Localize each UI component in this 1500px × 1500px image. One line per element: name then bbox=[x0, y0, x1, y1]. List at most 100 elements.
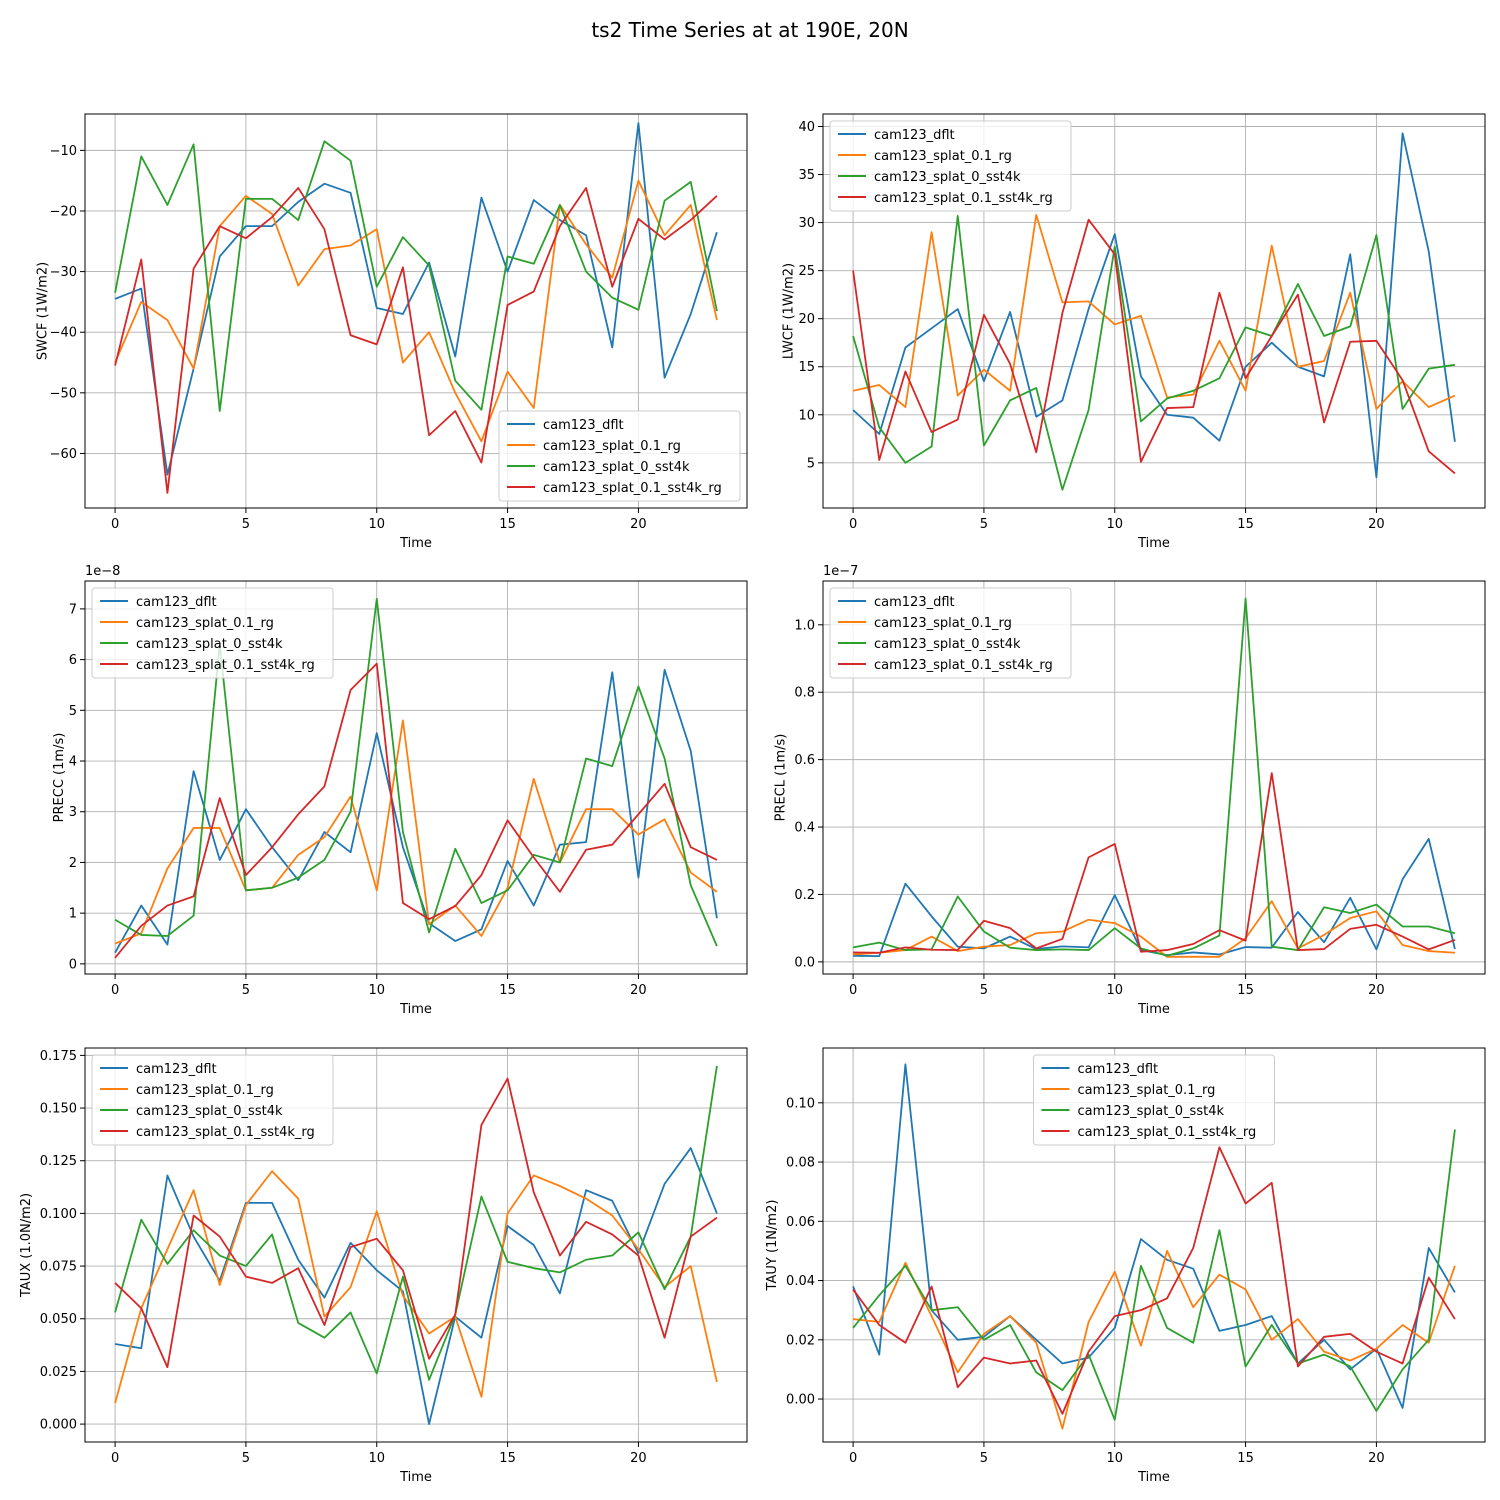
x-tick-label: 10 bbox=[1106, 1451, 1123, 1466]
y-tick-label: 0.08 bbox=[786, 1156, 815, 1171]
y-tick-label: 4 bbox=[69, 755, 77, 770]
x-tick-label: 5 bbox=[242, 983, 250, 998]
x-axis-label: Time bbox=[1137, 1002, 1170, 1017]
series-line-4 bbox=[852, 1146, 1456, 1415]
chart-panel-6: 0 5 10 15 20 0.00 0.02 0.04 0.06 0.08 0.10 Time TAUY… bbox=[765, 1047, 1486, 1485]
legend-label: cam123_splat_0.1_rg bbox=[874, 616, 1012, 631]
y-tick-label: 0.150 bbox=[40, 1102, 77, 1117]
series-line-3 bbox=[852, 214, 1456, 491]
legend-label: cam123_splat_0.1_sst4k_rg bbox=[136, 658, 315, 673]
legend-label: cam123_splat_0.1_rg bbox=[874, 149, 1012, 164]
y-tick-label: −50 bbox=[50, 386, 77, 401]
x-tick-label: 5 bbox=[242, 1451, 250, 1466]
y-tick-label: 10 bbox=[798, 408, 815, 423]
x-tick-label: 10 bbox=[368, 1451, 385, 1466]
x-tick-label: 15 bbox=[499, 517, 516, 532]
series-line-4 bbox=[114, 662, 718, 959]
series-line-1 bbox=[114, 1147, 718, 1425]
legend-box bbox=[829, 587, 1072, 679]
legend-label: cam123_dflt bbox=[543, 418, 624, 433]
series-line-1 bbox=[852, 1063, 1456, 1409]
legend-label: cam123_splat_0.1_sst4k_rg bbox=[1078, 1125, 1257, 1140]
legend-label: cam123_splat_0.1_rg bbox=[1078, 1083, 1216, 1098]
chart-panel-1: 0 5 10 15 20 −60 −50 −40 −30 −20 −10 Time SWCF (1W/m… bbox=[35, 113, 748, 551]
chart-panel-4: 0 5 10 15 20 0.0 0.2 0.4 0.6 0.8 1.0 Time PRECL (1m/… bbox=[773, 564, 1486, 1017]
x-axis-label: Time bbox=[1137, 536, 1170, 551]
legend-box bbox=[498, 410, 741, 502]
y-axis-label: SWCF (1W/m2) bbox=[35, 262, 50, 360]
axis-offset-text: 1e−7 bbox=[823, 564, 858, 579]
y-tick-label: 0.00 bbox=[786, 1393, 815, 1408]
y-tick-label: 0 bbox=[69, 957, 77, 972]
y-tick-label: −20 bbox=[50, 204, 77, 219]
legend-label: cam123_dflt bbox=[874, 128, 955, 143]
legend-label: cam123_splat_0.1_sst4k_rg bbox=[874, 658, 1053, 673]
series-line-4 bbox=[114, 187, 718, 494]
y-tick-label: 0.04 bbox=[786, 1274, 815, 1289]
x-axis-label: Time bbox=[399, 1002, 432, 1017]
legend-box bbox=[829, 120, 1072, 212]
legend-label: cam123_splat_0.1_sst4k_rg bbox=[136, 1125, 315, 1140]
x-axis-label: Time bbox=[399, 536, 432, 551]
legend-label: cam123_dflt bbox=[874, 595, 955, 610]
plot-frame bbox=[822, 113, 1486, 509]
series-line-4 bbox=[852, 218, 1456, 475]
legend: cam123_dflt cam123_splat_0.1_rg cam123_spl… bbox=[91, 587, 334, 679]
y-tick-label: −60 bbox=[50, 447, 77, 462]
y-axis-label: PRECL (1m/s) bbox=[773, 734, 788, 822]
y-tick-label: −40 bbox=[50, 326, 77, 341]
x-tick-label: 20 bbox=[1368, 1451, 1385, 1466]
legend-box bbox=[1033, 1054, 1275, 1146]
plot-frame bbox=[84, 580, 748, 975]
x-tick-label: 0 bbox=[849, 983, 857, 998]
x-tick-label: 0 bbox=[111, 517, 119, 532]
y-tick-label: 0.175 bbox=[40, 1049, 77, 1064]
y-tick-label: 0.100 bbox=[40, 1207, 77, 1222]
series-line-3 bbox=[114, 597, 718, 947]
x-tick-label: 20 bbox=[630, 517, 647, 532]
legend-label: cam123_dflt bbox=[136, 1062, 217, 1077]
series-line-3 bbox=[852, 597, 1456, 957]
chart-panel-3: 0 5 10 15 20 0 1 2 3 4 5 6 7 Time PRECC (1m/s) 1e−8 cam1… bbox=[52, 564, 748, 1017]
legend: cam123_dflt cam123_splat_0.1_rg cam123_spl… bbox=[1033, 1054, 1275, 1146]
chart-panel-5: 0 5 10 15 20 0.000 0.025 0.050 0.075 0.100 0.125 0.… bbox=[19, 1047, 748, 1485]
y-tick-label: 0.8 bbox=[794, 686, 815, 701]
legend: cam123_dflt cam123_splat_0.1_rg cam123_spl… bbox=[829, 587, 1072, 679]
legend-label: cam123_splat_0_sst4k bbox=[543, 460, 690, 475]
y-tick-label: 25 bbox=[798, 264, 815, 279]
legend-label: cam123_dflt bbox=[1078, 1062, 1159, 1077]
x-axis-label: Time bbox=[1137, 1470, 1170, 1485]
legend-label: cam123_splat_0_sst4k bbox=[136, 1104, 283, 1119]
plot-frame bbox=[822, 580, 1486, 975]
x-tick-label: 0 bbox=[849, 1451, 857, 1466]
y-tick-label: 2 bbox=[69, 856, 77, 871]
y-tick-label: 1 bbox=[69, 907, 77, 922]
y-tick-label: −10 bbox=[50, 144, 77, 159]
x-tick-label: 0 bbox=[111, 983, 119, 998]
series-line-2 bbox=[853, 900, 1455, 958]
y-tick-label: 6 bbox=[69, 653, 77, 668]
legend-label: cam123_splat_0.1_rg bbox=[136, 616, 274, 631]
series-line-1 bbox=[114, 122, 718, 476]
legend: cam123_dflt cam123_splat_0.1_rg cam123_spl… bbox=[498, 410, 741, 502]
legend-label: cam123_splat_0_sst4k bbox=[1078, 1104, 1225, 1119]
y-tick-label: 30 bbox=[798, 216, 815, 231]
series-line-3 bbox=[114, 140, 718, 412]
series-line-2 bbox=[114, 719, 718, 945]
legend-label: cam123_splat_0.1_rg bbox=[543, 439, 681, 454]
y-tick-label: 0.0 bbox=[794, 955, 815, 970]
legend-label: cam123_dflt bbox=[136, 595, 217, 610]
y-axis-label: TAUX (1.0N/m2) bbox=[19, 1193, 34, 1298]
legend-box bbox=[91, 1054, 334, 1146]
y-tick-label: 0.050 bbox=[40, 1312, 77, 1327]
series-line-1 bbox=[852, 132, 1456, 479]
x-tick-label: 20 bbox=[630, 983, 647, 998]
y-tick-label: 5 bbox=[69, 704, 77, 719]
y-axis-label: TAUY (1N/m2) bbox=[765, 1200, 780, 1292]
figure-title: ts2 Time Series at at 190E, 20N bbox=[591, 18, 908, 42]
legend: cam123_dflt cam123_splat_0.1_rg cam123_spl… bbox=[91, 1054, 334, 1146]
x-tick-label: 0 bbox=[111, 1451, 119, 1466]
series-line-3 bbox=[852, 1129, 1456, 1421]
x-tick-label: 10 bbox=[368, 517, 385, 532]
y-tick-label: 20 bbox=[798, 312, 815, 327]
